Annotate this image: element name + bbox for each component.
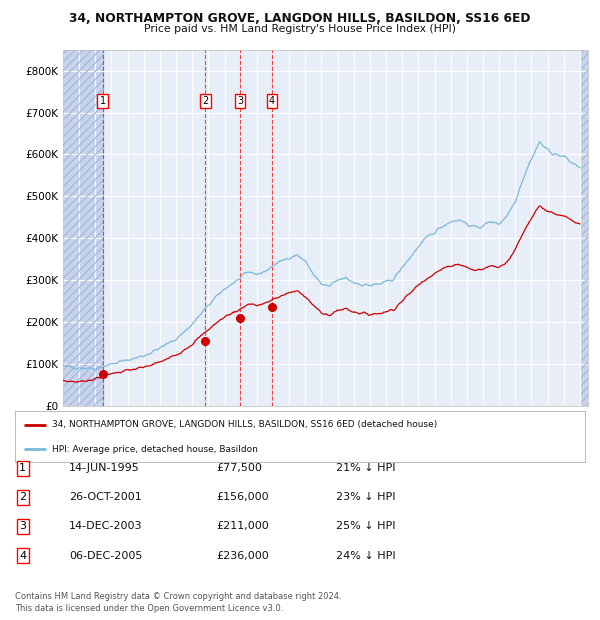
- Text: 1: 1: [100, 96, 106, 106]
- Text: 06-DEC-2005: 06-DEC-2005: [69, 551, 142, 560]
- Text: £211,000: £211,000: [216, 521, 269, 531]
- Text: 26-OCT-2001: 26-OCT-2001: [69, 492, 142, 502]
- Text: 14-JUN-1995: 14-JUN-1995: [69, 463, 140, 473]
- Text: £156,000: £156,000: [216, 492, 269, 502]
- Text: 3: 3: [237, 96, 243, 106]
- Text: 24% ↓ HPI: 24% ↓ HPI: [336, 551, 395, 560]
- Bar: [63, 50, 103, 406]
- Text: Price paid vs. HM Land Registry's House Price Index (HPI): Price paid vs. HM Land Registry's House …: [144, 24, 456, 33]
- Text: 3: 3: [19, 521, 26, 531]
- Bar: [581, 50, 588, 406]
- Text: HPI: Average price, detached house, Basildon: HPI: Average price, detached house, Basi…: [52, 445, 258, 454]
- Text: 4: 4: [269, 96, 275, 106]
- Bar: [581, 50, 588, 406]
- Text: 23% ↓ HPI: 23% ↓ HPI: [336, 492, 395, 502]
- Text: 25% ↓ HPI: 25% ↓ HPI: [336, 521, 395, 531]
- Text: 1: 1: [19, 463, 26, 473]
- Text: £236,000: £236,000: [216, 551, 269, 560]
- Text: 14-DEC-2003: 14-DEC-2003: [69, 521, 143, 531]
- Text: 34, NORTHAMPTON GROVE, LANGDON HILLS, BASILDON, SS16 6ED (detached house): 34, NORTHAMPTON GROVE, LANGDON HILLS, BA…: [52, 420, 437, 429]
- Text: 34, NORTHAMPTON GROVE, LANGDON HILLS, BASILDON, SS16 6ED: 34, NORTHAMPTON GROVE, LANGDON HILLS, BA…: [69, 12, 531, 25]
- Text: Contains HM Land Registry data © Crown copyright and database right 2024.
This d: Contains HM Land Registry data © Crown c…: [15, 591, 341, 613]
- Text: 21% ↓ HPI: 21% ↓ HPI: [336, 463, 395, 473]
- Text: £77,500: £77,500: [216, 463, 262, 473]
- Text: 4: 4: [19, 551, 26, 560]
- Text: 2: 2: [202, 96, 209, 106]
- Text: 2: 2: [19, 492, 26, 502]
- Bar: [63, 50, 103, 406]
